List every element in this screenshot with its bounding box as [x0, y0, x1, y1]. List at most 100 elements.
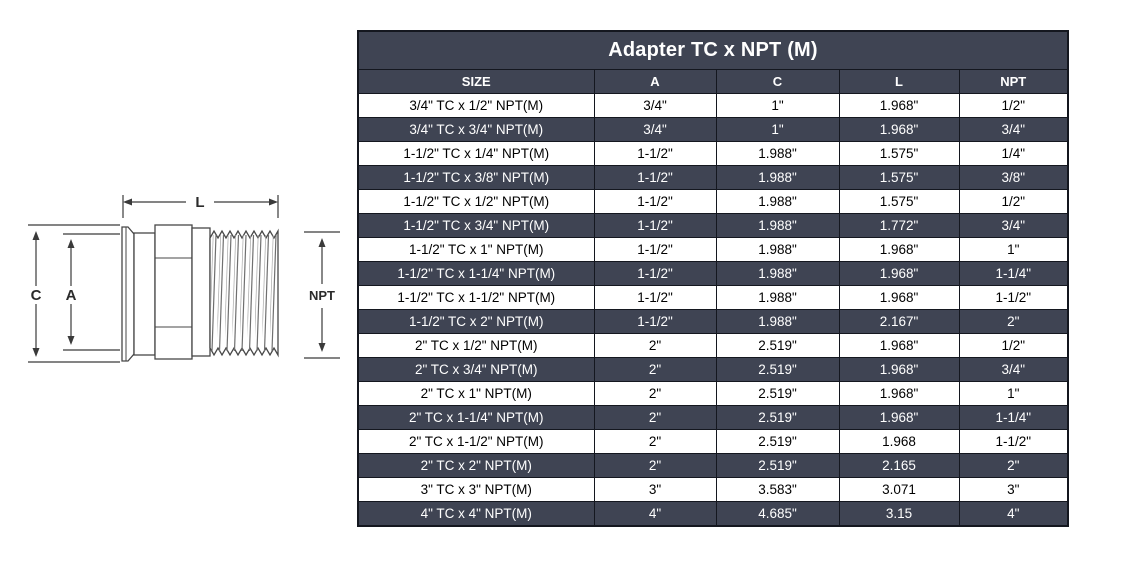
table-cell: 3" TC x 3" NPT(M): [357, 477, 595, 502]
table-cell: 3/4" TC x 3/4" NPT(M): [357, 117, 595, 142]
table-cell: 2" TC x 1/2" NPT(M): [357, 333, 595, 358]
table-cell: 3/4": [593, 93, 717, 118]
table-cell: 1-1/2": [593, 141, 717, 166]
table-cell: 1": [715, 93, 840, 118]
table-cell: 1-1/2": [958, 285, 1069, 310]
table-cell: 1-1/2" TC x 1" NPT(M): [357, 237, 595, 262]
table-cell: 1-1/2" TC x 3/8" NPT(M): [357, 165, 595, 190]
table-cell: 3": [958, 477, 1069, 502]
table-cell: 1-1/2" TC x 3/4" NPT(M): [357, 213, 595, 238]
table-cell: 1.968": [838, 261, 960, 286]
table-cell: 1.968": [838, 285, 960, 310]
table-cell: 1.968": [838, 381, 960, 406]
table-cell: 1.988": [715, 237, 840, 262]
table-cell: 2" TC x 3/4" NPT(M): [357, 357, 595, 382]
table-cell: 1-1/2": [593, 309, 717, 334]
table-row: 1-1/2" TC x 1-1/2" NPT(M) 1-1/2" 1.988" 1.9…: [357, 285, 1069, 310]
table-cell: 1/2": [958, 189, 1069, 214]
dim-label-c: C: [31, 287, 42, 304]
table-cell: 2": [958, 309, 1069, 334]
thread-shoulder: [191, 227, 211, 357]
table-row: 1-1/2" TC x 2" NPT(M) 1-1/2" 1.988" 2.167" 2…: [357, 309, 1069, 334]
table-cell: 1.575": [838, 165, 960, 190]
table-cell: 1.988": [715, 165, 840, 190]
table-cell: 3.15: [838, 501, 960, 527]
table-cell: 2.519": [715, 429, 840, 454]
table-cell: 1-1/4": [958, 261, 1069, 286]
table-cell: 1.968": [838, 93, 960, 118]
table-cell: 2": [593, 453, 717, 478]
table-cell: 1.988": [715, 261, 840, 286]
table-cell: 2.519": [715, 453, 840, 478]
table-cell: 2": [958, 453, 1069, 478]
table-cell: 1.968: [838, 429, 960, 454]
table-cell: 3/4": [958, 117, 1069, 142]
table-cell: 1/2": [958, 93, 1069, 118]
table-row: 1-1/2" TC x 1/2" NPT(M) 1-1/2" 1.988" 1.575…: [357, 189, 1069, 214]
table-cell: 2": [593, 405, 717, 430]
table-cell: 1-1/2": [593, 165, 717, 190]
table-cell: 3.071: [838, 477, 960, 502]
table-cell: 4" TC x 4" NPT(M): [357, 501, 595, 527]
table-cell: 3/4": [958, 357, 1069, 382]
table-cell: 1": [715, 117, 840, 142]
table-title: Adapter TC x NPT (M): [357, 30, 1069, 70]
table-row: 2" TC x 1-1/4" NPT(M) 2" 2.519" 1.968" 1-1/4…: [357, 405, 1069, 430]
dimension-a: A: [63, 233, 120, 351]
table-row: 4" TC x 4" NPT(M) 4" 4.685" 3.15 4": [357, 501, 1069, 527]
table-cell: 1.968": [838, 333, 960, 358]
table-cell: 1-1/2" TC x 1/4" NPT(M): [357, 141, 595, 166]
table-cell: 1/2": [958, 333, 1069, 358]
table-cell: 2.165: [838, 453, 960, 478]
table-cell: 4.685": [715, 501, 840, 527]
table-cell: 1.988": [715, 213, 840, 238]
table-cell: 1/4": [958, 141, 1069, 166]
adapter-diagram: L C A: [18, 178, 353, 393]
table-cell: 1.968": [838, 237, 960, 262]
table-cell: 1-1/2" TC x 1-1/2" NPT(M): [357, 285, 595, 310]
column-header-c: C: [715, 69, 840, 94]
npt-threads: [209, 228, 279, 358]
table-cell: 1-1/2" TC x 1-1/4" NPT(M): [357, 261, 595, 286]
table-body: 3/4" TC x 1/2" NPT(M) 3/4" 1" 1.968" 1/2" 3/4…: [357, 93, 1069, 527]
table-row: 1-1/2" TC x 3/4" NPT(M) 1-1/2" 1.988" 1.772…: [357, 213, 1069, 238]
table-row: 3/4" TC x 3/4" NPT(M) 3/4" 1" 1.968" 3/4": [357, 117, 1069, 142]
column-header-l: L: [838, 69, 960, 94]
table-cell: 1-1/4": [958, 405, 1069, 430]
table-row: 2" TC x 1" NPT(M) 2" 2.519" 1.968" 1": [357, 381, 1069, 406]
table-cell: 3/4": [593, 117, 717, 142]
table-cell: 4": [958, 501, 1069, 527]
table-cell: 2.519": [715, 381, 840, 406]
table-cell: 2.519": [715, 357, 840, 382]
table-cell: 1.988": [715, 189, 840, 214]
table-cell: 3/8": [958, 165, 1069, 190]
table-cell: 2.519": [715, 333, 840, 358]
tc-flange: [121, 226, 135, 362]
table-cell: 1.968": [838, 357, 960, 382]
table-cell: 4": [593, 501, 717, 527]
table-cell: 2" TC x 2" NPT(M): [357, 453, 595, 478]
table-cell: 2": [593, 333, 717, 358]
table-row: 2" TC x 2" NPT(M) 2" 2.519" 2.165 2": [357, 453, 1069, 478]
table-cell: 1.968": [838, 405, 960, 430]
column-header-a: A: [593, 69, 717, 94]
table-cell: 2": [593, 381, 717, 406]
table-cell: 1": [958, 237, 1069, 262]
table-cell: 1.968": [838, 117, 960, 142]
table-cell: 2": [593, 357, 717, 382]
column-header-size: SIZE: [357, 69, 595, 94]
dim-label-l: L: [195, 194, 204, 211]
table-cell: 1.772": [838, 213, 960, 238]
column-header-npt: NPT: [958, 69, 1069, 94]
table-row: 2" TC x 1-1/2" NPT(M) 2" 2.519" 1.968 1-1/2": [357, 429, 1069, 454]
table-row: 2" TC x 3/4" NPT(M) 2" 2.519" 1.968" 3/4": [357, 357, 1069, 382]
table-cell: 2" TC x 1" NPT(M): [357, 381, 595, 406]
table-cell: 1.988": [715, 309, 840, 334]
table-cell: 3": [593, 477, 717, 502]
dim-label-a: A: [66, 287, 77, 304]
table-cell: 1.988": [715, 141, 840, 166]
table-cell: 2": [593, 429, 717, 454]
ferrule-neck: [133, 232, 156, 356]
table-row: 2" TC x 1/2" NPT(M) 2" 2.519" 1.968" 1/2": [357, 333, 1069, 358]
